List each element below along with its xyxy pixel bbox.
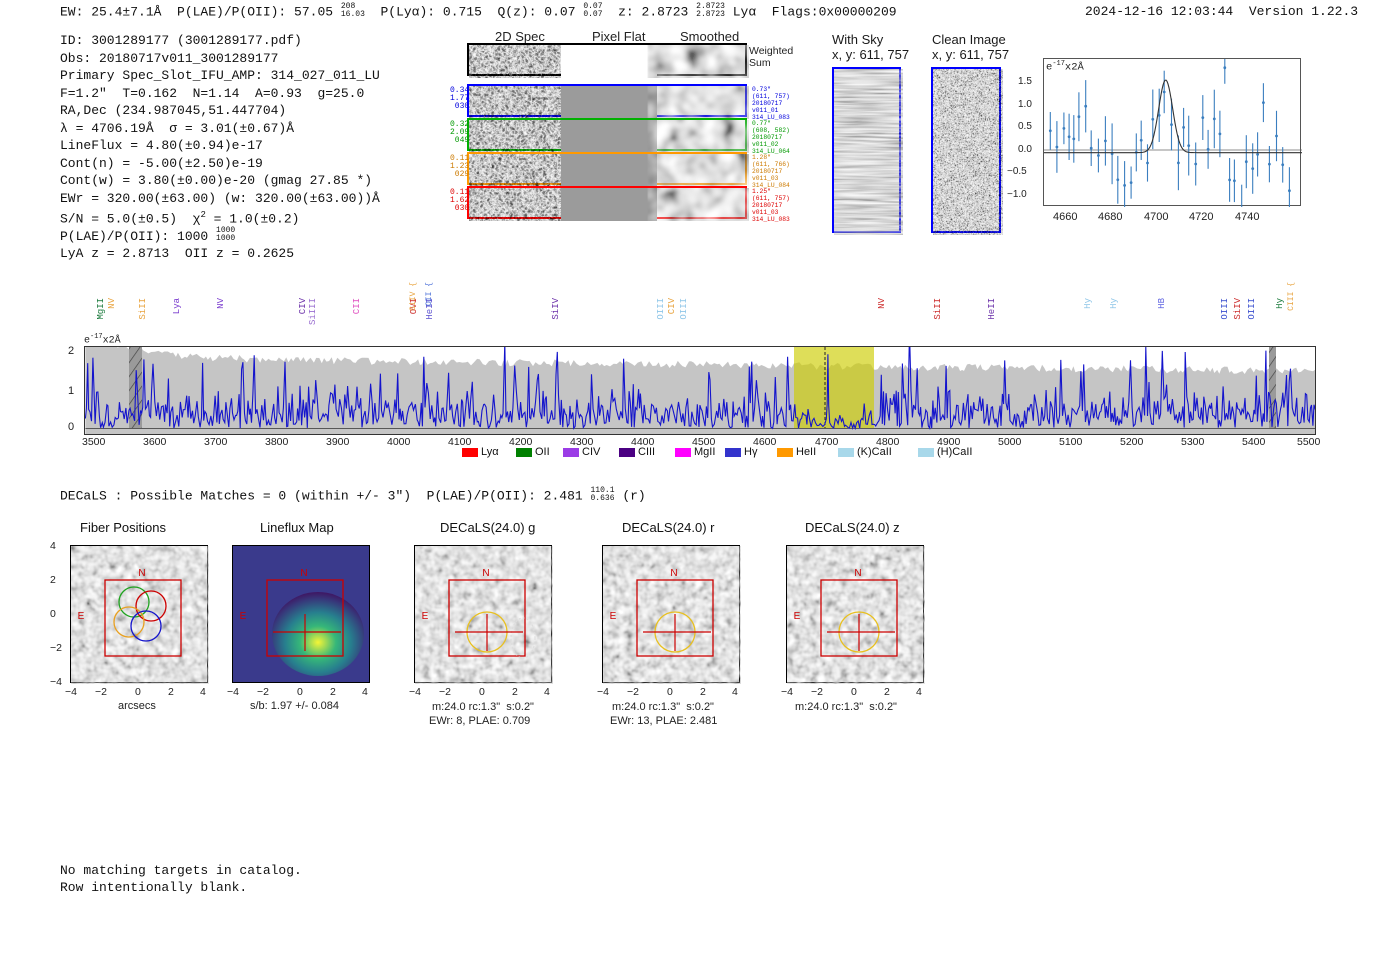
svg-text:N: N [670, 568, 677, 579]
svg-text:N: N [482, 568, 489, 579]
svg-text:E: E [240, 611, 247, 622]
svg-text:E: E [422, 611, 429, 622]
svg-text:N: N [300, 568, 307, 579]
svg-text:E: E [610, 611, 617, 622]
svg-text:E: E [78, 611, 85, 622]
svg-text:N: N [854, 568, 861, 579]
svg-text:E: E [794, 611, 801, 622]
svg-text:N: N [138, 568, 145, 579]
